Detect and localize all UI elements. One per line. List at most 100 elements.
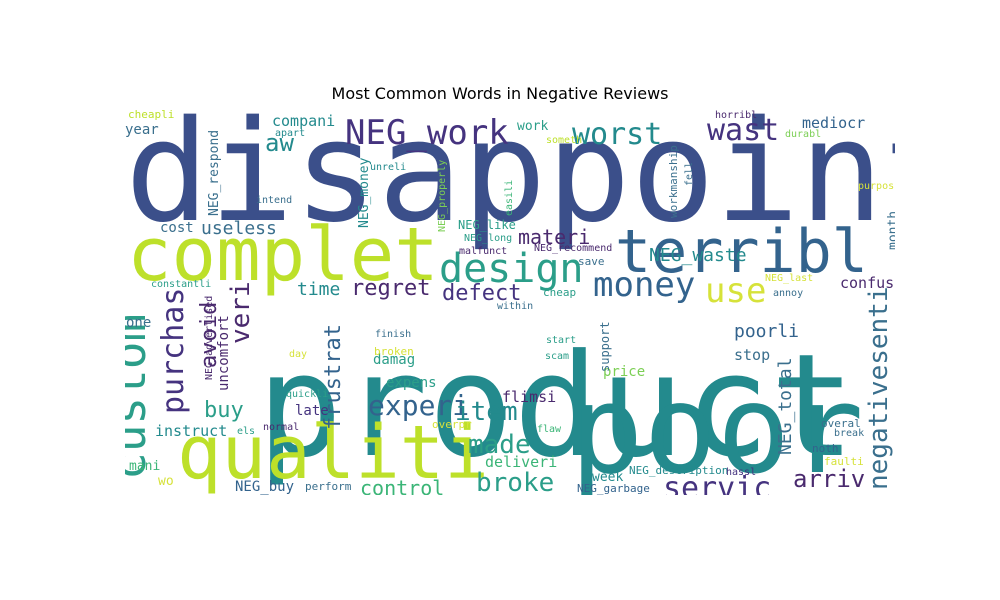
word-defect: defect (442, 281, 521, 306)
word-cheapli: cheapli (128, 110, 174, 121)
word-cheap: cheap (543, 286, 576, 299)
word-overal: overal (821, 417, 861, 430)
word-time: time (297, 279, 340, 300)
word-experi: experi (368, 389, 469, 422)
word-year: year (125, 122, 159, 138)
word-useless: useless (201, 218, 277, 239)
word-negativesenti: negativesenti (864, 287, 894, 491)
word-neg-money: NEG_money (357, 157, 372, 228)
word-quickli: quickli (286, 389, 328, 400)
word-arriv: arriv (793, 465, 865, 493)
word-price: price (603, 364, 645, 380)
word-neg-long: NEG_long (464, 233, 512, 244)
word-someth: someth (546, 135, 582, 146)
word-normal: normal (263, 422, 299, 433)
word-work: work (517, 119, 548, 134)
word-fell: fell (684, 162, 695, 186)
word-buy: buy (204, 398, 244, 423)
word-week: week (592, 470, 623, 485)
word-terribl: terribl (615, 217, 868, 287)
word-neg-total: NEG_total (775, 357, 796, 455)
word-perform: perform (305, 480, 352, 493)
word-purpos: purpos (858, 181, 894, 192)
word-one: one (126, 315, 151, 331)
word-workmanship: workmanship (667, 145, 680, 218)
word-purchas: purchas (156, 288, 191, 414)
word-compani: compani (272, 112, 335, 130)
word-hassl: hassl (726, 467, 756, 478)
word-qualiti: qualiti (177, 410, 489, 495)
word-faulti: faulti (824, 455, 864, 468)
word-constantli: constantli (151, 279, 211, 290)
word-product: product (257, 324, 855, 489)
word-horribl: horribl (715, 110, 757, 121)
word-item: item (455, 397, 518, 427)
word-wast: wast (707, 113, 779, 148)
word-regret: regret (351, 276, 430, 301)
word-flaw: flaw (537, 424, 562, 435)
word-veri: veri (226, 281, 256, 344)
word-neg-work: NEG_work (345, 113, 509, 153)
chart-title: Most Common Words in Negative Reviews (331, 84, 669, 103)
word-overpr: overpr (432, 418, 472, 431)
word-break: break (834, 428, 864, 439)
word-els: els (237, 426, 255, 437)
word-mediocr: mediocr (802, 114, 865, 132)
word-poor: poor (570, 359, 864, 495)
word-flimsi: flimsi (502, 388, 556, 406)
word-worst: worst (572, 117, 662, 152)
word-custom: custom (125, 314, 156, 480)
word-materi: materi (518, 225, 590, 249)
word-neg-recommend: NEG_recommend (534, 243, 612, 254)
word-confus: confus (840, 274, 894, 292)
word-aw: aw (265, 129, 294, 157)
word-neg-like: NEG_like (458, 218, 516, 232)
word-apart: apart (275, 128, 305, 139)
word-avoid: avoid (197, 302, 222, 368)
word-wo: wo (158, 474, 174, 489)
word-neg-garbage: NEG_garbage (577, 482, 650, 495)
word-finish: finish (375, 329, 411, 340)
word-neg-advertised: NEG_advertised (204, 296, 215, 380)
word-expens: expens (386, 375, 437, 391)
word-neg-waste: NEG_waste (649, 245, 747, 266)
word-support: support (598, 321, 612, 372)
word-cost: cost (160, 220, 194, 236)
word-neg-last: NEG_last (765, 273, 813, 284)
word-month: month (886, 211, 895, 250)
word-money: money (593, 265, 695, 305)
word-complet: complet (127, 212, 439, 298)
word-annoy: annoy (773, 288, 803, 299)
word-easili: easili (504, 180, 515, 216)
word-disappoint: disappoint (125, 110, 895, 254)
word-neg-description: NEG_description (629, 464, 728, 477)
word-poorli: poorli (734, 321, 799, 342)
word-instruct: instruct (155, 422, 227, 440)
word-save: save (578, 255, 605, 268)
word-neg-buy: NEG_buy (235, 479, 294, 495)
word-control: control (360, 476, 444, 495)
word-within: within (497, 301, 533, 312)
word-design: design (439, 246, 584, 292)
word-noth: noth (812, 442, 839, 455)
word-damag: damag (373, 352, 415, 368)
word-durabl: durabl (785, 129, 821, 140)
word-unreli: unreli (370, 162, 406, 173)
word-made: made (468, 430, 531, 460)
word-use: use (705, 271, 766, 311)
word-stop: stop (734, 346, 770, 364)
word-malfunct: malfunct (459, 246, 507, 257)
word-intend: intend (256, 195, 292, 206)
word-frustrat: frustrat (321, 324, 346, 430)
word-mani: mani (129, 459, 160, 474)
word-late: late (295, 403, 329, 419)
word-broke: broke (476, 468, 554, 495)
word-day: day (289, 349, 307, 360)
word-neg-properly: NEG_properly (437, 160, 448, 232)
word-neg-respond: NEG_respond (207, 130, 222, 216)
word-broken: broken (374, 345, 414, 358)
word-servic: servic (663, 471, 771, 495)
word-scam: scam (545, 351, 569, 362)
